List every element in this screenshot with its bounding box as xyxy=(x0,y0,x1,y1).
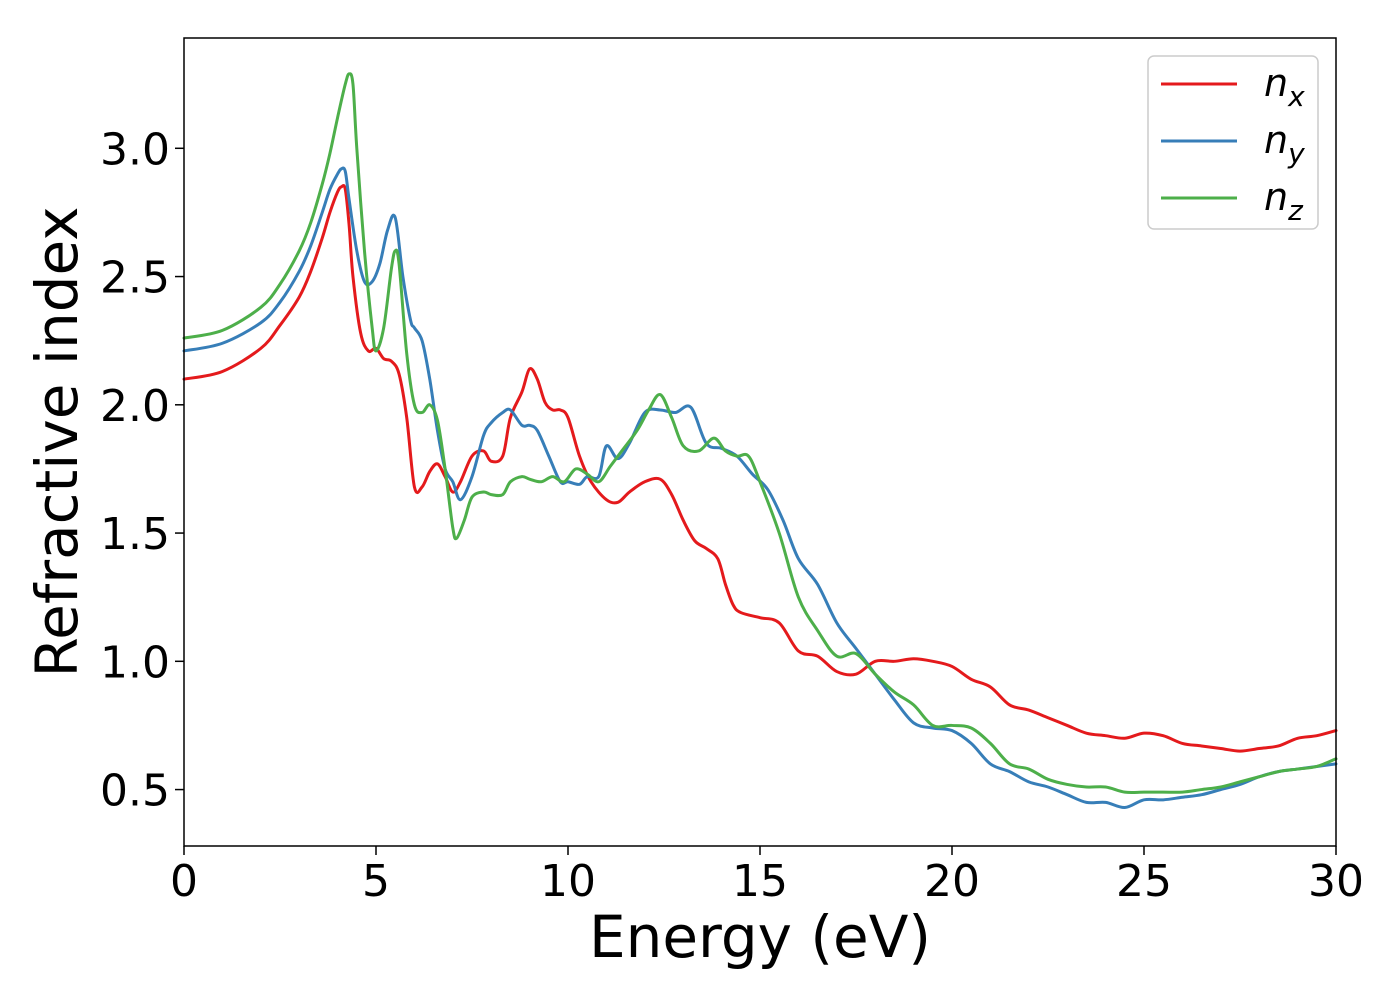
ticks-layer: 0 5 10 15 20 25 30 0.5 1.0 1.5 2.0 2.5 3.0 xyxy=(100,124,1364,907)
x-tick-label: 10 xyxy=(540,856,596,907)
series-line-ny xyxy=(182,166,1338,810)
legend-label-nx: nx xyxy=(1264,61,1305,113)
x-tick-label: 0 xyxy=(170,856,198,907)
x-tick-label: 5 xyxy=(362,856,390,907)
y-tick-label: 2.0 xyxy=(100,381,170,432)
y-tick-label: 0.5 xyxy=(100,766,170,817)
x-tick-label: 25 xyxy=(1116,856,1172,907)
y-tick-label: 3.0 xyxy=(100,124,170,175)
y-tick-label: 1.5 xyxy=(100,509,170,560)
y-axis-title: Refractive index xyxy=(23,206,91,677)
y-tick-label: 2.5 xyxy=(100,253,170,304)
x-axis-title: Energy (eV) xyxy=(589,903,931,971)
legend-label-ny: ny xyxy=(1264,118,1305,170)
x-tick-label: 30 xyxy=(1308,856,1364,907)
series-layer xyxy=(182,72,1338,810)
legend-label-nz: nz xyxy=(1264,175,1304,227)
y-tick-label: 1.0 xyxy=(100,637,170,688)
series-line-nz xyxy=(182,72,1338,795)
x-tick-label: 20 xyxy=(924,856,980,907)
series-line-nx xyxy=(182,184,1338,753)
x-tick-label: 15 xyxy=(732,856,788,907)
plot-background xyxy=(184,38,1336,846)
